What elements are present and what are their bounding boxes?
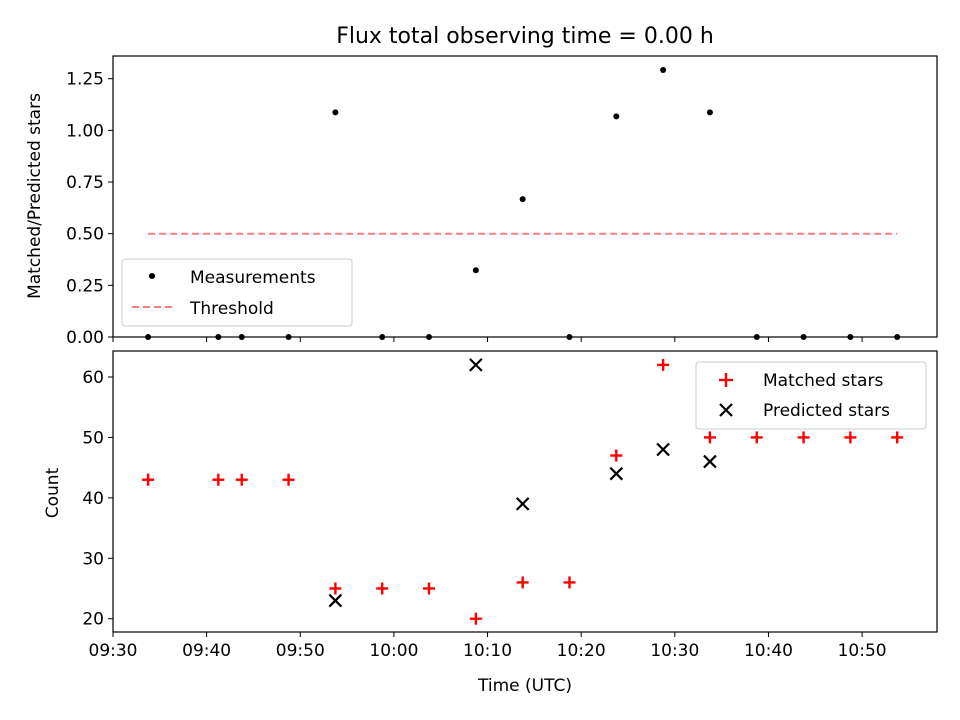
matched-star-point bbox=[235, 473, 248, 486]
measurement-point bbox=[613, 113, 620, 120]
bottom-x-tick-label: 10:10 bbox=[463, 641, 512, 661]
legend-measurements-label: Measurements bbox=[190, 268, 316, 288]
predicted-star-point bbox=[609, 466, 624, 481]
bottom-x-tick-label: 10:30 bbox=[650, 641, 699, 661]
matched-star-point bbox=[212, 473, 225, 486]
matched-star-point bbox=[891, 431, 904, 444]
bottom-x-tick-label: 10:00 bbox=[369, 641, 418, 661]
matched-star-point bbox=[844, 431, 857, 444]
matched-star-point bbox=[703, 431, 716, 444]
bottom-y-axis-label: Count bbox=[43, 467, 63, 518]
predicted-star-point bbox=[328, 593, 343, 608]
bottom-panel: Count Time (UTC) 20 30 40 50 60 09:30 09:40 09… bbox=[43, 350, 938, 696]
bottom-y-tick-label: 30 bbox=[82, 549, 104, 569]
legend-threshold-label: Threshold bbox=[189, 299, 274, 319]
bottom-x-tick-label: 10:50 bbox=[838, 641, 887, 661]
matched-star-point bbox=[423, 582, 436, 595]
bottom-y-tick-label: 20 bbox=[82, 610, 104, 630]
top-y-tick-label: 0.50 bbox=[66, 225, 104, 245]
measurement-point bbox=[706, 109, 713, 116]
top-y-tick-label: 1.00 bbox=[66, 121, 104, 141]
top-y-tick-label: 0.25 bbox=[66, 276, 104, 296]
bottom-y-tick-label: 40 bbox=[82, 489, 104, 509]
measurement-point bbox=[472, 267, 479, 274]
bottom-x-tick-label: 09:50 bbox=[276, 641, 325, 661]
bottom-legend: Matched stars Predicted stars bbox=[695, 361, 927, 430]
top-y-axis-label: Matched/Predicted stars bbox=[25, 93, 45, 299]
measurement-point bbox=[519, 196, 526, 203]
predicted-star-point bbox=[656, 442, 670, 457]
legend-matched-marker bbox=[719, 373, 733, 387]
bottom-x-tick-label: 09:40 bbox=[182, 641, 231, 661]
bottom-y-tick-label: 50 bbox=[82, 428, 104, 448]
top-y-tick-label: 1.25 bbox=[66, 70, 104, 90]
bottom-x-tick-label: 10:40 bbox=[744, 641, 793, 661]
matched-star-point bbox=[750, 431, 763, 444]
top-legend: Measurements Threshold bbox=[121, 258, 353, 327]
predicted-star-point bbox=[703, 454, 717, 469]
matched-star-point bbox=[142, 473, 155, 486]
top-legend-box bbox=[121, 258, 353, 327]
bottom-x-tick-label: 10:20 bbox=[557, 641, 606, 661]
legend-predicted-label: Predicted stars bbox=[763, 401, 890, 421]
top-y-tick-label: 0.00 bbox=[66, 328, 104, 348]
bottom-y-tick-label: 60 bbox=[82, 368, 104, 388]
top-chart-title: Flux total observing time = 0.00 h bbox=[336, 24, 714, 49]
predicted-star-point bbox=[469, 358, 483, 372]
matched-star-point bbox=[516, 576, 529, 589]
matched-star-point bbox=[563, 576, 576, 589]
matched-star-point bbox=[610, 449, 623, 462]
matched-star-point bbox=[282, 473, 295, 486]
bottom-x-axis-label: Time (UTC) bbox=[477, 676, 572, 696]
top-plot-frame bbox=[112, 55, 938, 338]
bottom-x-tick-label: 09:30 bbox=[89, 641, 138, 661]
bottom-plot-frame bbox=[112, 350, 938, 633]
matched-star-point bbox=[376, 582, 389, 595]
legend-matched-label: Matched stars bbox=[763, 371, 883, 391]
bottom-legend-box bbox=[695, 361, 927, 430]
measurement-point bbox=[660, 67, 667, 74]
top-panel: Flux total observing time = 0.00 h Match… bbox=[25, 24, 938, 348]
matched-star-point bbox=[657, 358, 670, 371]
matched-star-point bbox=[469, 612, 482, 625]
legend-predicted-marker bbox=[719, 403, 733, 417]
measurement-point bbox=[332, 109, 339, 116]
top-y-tick-label: 0.75 bbox=[66, 173, 104, 193]
matched-star-point bbox=[797, 431, 810, 444]
legend-measurements-marker bbox=[149, 273, 155, 279]
predicted-star-point bbox=[515, 497, 530, 511]
matched-star-point bbox=[329, 582, 342, 595]
